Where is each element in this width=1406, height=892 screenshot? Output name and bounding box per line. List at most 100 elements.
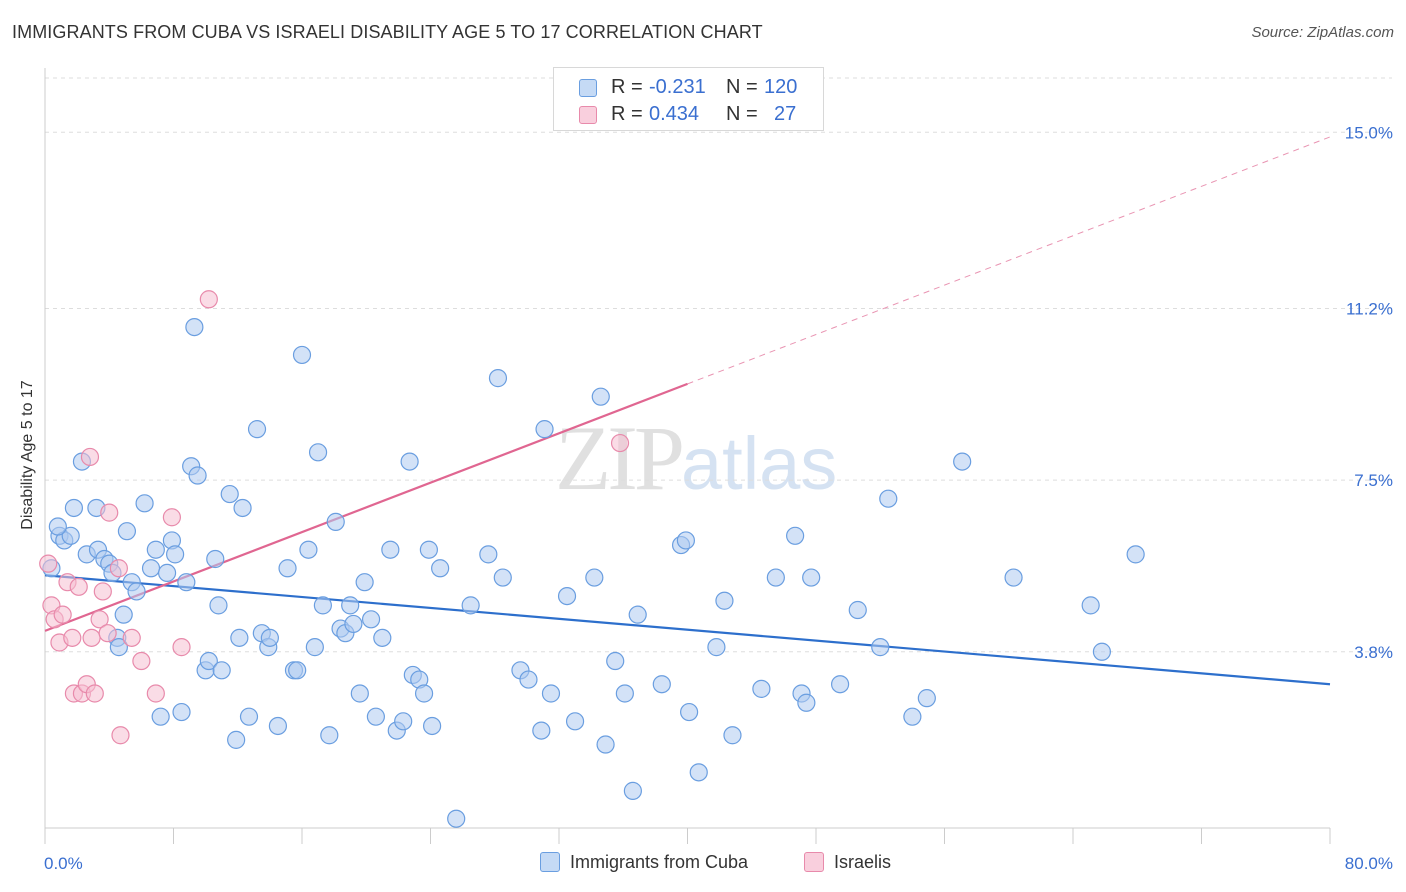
cuba-point	[797, 693, 816, 712]
cuba-point	[117, 522, 137, 541]
legend-row-israelis: R = 0.434 N = 27	[554, 101, 823, 129]
cuba-point	[341, 596, 360, 615]
bottom-legend-israelis: Israelis	[804, 852, 891, 873]
grid-lines	[45, 77, 1392, 653]
israeli-point	[98, 624, 117, 643]
cuba-point	[1126, 545, 1145, 564]
israeli-point	[610, 433, 630, 453]
x-tick-label: 0.0%	[44, 854, 83, 873]
cuba-point	[157, 563, 177, 583]
cuba-point	[557, 586, 577, 606]
cuba-point	[519, 670, 538, 689]
cuba-point	[488, 369, 508, 388]
cuba-point	[141, 559, 161, 578]
cuba-point	[871, 638, 890, 657]
cuba-point	[127, 582, 146, 601]
israeli-point	[82, 628, 101, 647]
axes	[44, 68, 1331, 844]
cuba-point	[146, 540, 165, 559]
correlation-legend: R = -0.231 N = 120 R = 0.434 N = 27	[553, 67, 824, 131]
israeli-point	[109, 559, 128, 578]
legend-r-label: R =	[611, 103, 643, 125]
cuba-point	[917, 689, 936, 708]
cuba-point	[185, 317, 204, 337]
israeli-point	[90, 610, 109, 629]
cuba-point	[373, 628, 392, 647]
israeli-trend-line	[44, 382, 688, 632]
cuba-point	[541, 684, 561, 703]
cuba-point	[151, 707, 170, 726]
israeli-trend-extension	[687, 136, 1331, 385]
cuba-point	[172, 702, 191, 722]
cuba-point	[903, 707, 922, 726]
cuba-point	[752, 679, 771, 698]
cuba-point	[313, 596, 332, 615]
cuba-point	[135, 494, 154, 513]
cuba-point	[493, 568, 512, 587]
cuba-point	[680, 702, 699, 722]
israeli-point	[111, 726, 130, 745]
cuba-point	[61, 526, 80, 545]
x-tick-label: 80.0%	[1345, 854, 1393, 873]
cuba-point	[423, 716, 442, 736]
cuba-point	[535, 420, 554, 439]
cuba-point	[652, 675, 671, 694]
cuba-point	[326, 512, 345, 531]
israeli-point	[199, 290, 218, 309]
y-tick-label: 3.8%	[1354, 643, 1393, 662]
data-points	[39, 290, 1145, 828]
israeli-point	[69, 577, 88, 596]
israeli-point	[172, 638, 191, 657]
bottom-legend-cuba: Immigrants from Cuba	[540, 852, 748, 873]
cuba-point	[623, 781, 642, 800]
israeli-point	[162, 508, 181, 527]
israeli-point	[93, 582, 112, 601]
cuba-point	[414, 684, 434, 703]
cuba-point	[199, 651, 218, 671]
watermark-atlas: atlas	[681, 422, 838, 505]
israeli-point	[53, 605, 72, 624]
cuba-point	[299, 540, 318, 559]
israeli-point	[63, 628, 82, 647]
cuba-point	[308, 443, 328, 462]
watermark-zip: ZIP	[555, 407, 685, 509]
cuba-point	[114, 605, 133, 624]
chart-title: IMMIGRANTS FROM CUBA VS ISRAELI DISABILI…	[12, 22, 763, 42]
cuba-point	[479, 545, 498, 564]
cuba-point	[268, 716, 288, 736]
y-tick-label: 15.0%	[1345, 123, 1393, 142]
cuba-point	[209, 596, 228, 615]
cuba-point	[723, 726, 742, 745]
cuba-point	[585, 568, 604, 587]
cuba-point	[848, 600, 867, 620]
cuba-point	[220, 484, 239, 504]
cuba-point	[64, 498, 84, 518]
cuba-point	[292, 345, 312, 365]
cuba-point	[166, 545, 185, 564]
cuba-legend-label: Immigrants from Cuba	[570, 852, 749, 872]
cuba-point	[606, 651, 625, 671]
cuba-point	[212, 661, 231, 680]
cuba-point	[879, 489, 898, 508]
legend-r-value: 0.434	[649, 103, 700, 125]
legend-n-value: 27	[774, 103, 797, 125]
cuba-point	[109, 638, 128, 657]
y-tick-label: 7.5%	[1354, 471, 1393, 490]
israeli-point	[100, 503, 119, 522]
israeli-point	[146, 684, 165, 703]
cuba-point	[596, 735, 615, 754]
israelis-swatch-icon	[579, 106, 597, 124]
cuba-point	[260, 628, 279, 647]
israelis-legend-icon	[804, 852, 824, 872]
cuba-point	[48, 517, 67, 536]
cuba-point	[707, 638, 726, 657]
cuba-point	[628, 605, 647, 624]
legend-row-cuba: R = -0.231 N = 120	[554, 74, 823, 102]
cuba-point	[230, 628, 249, 647]
cuba-point	[233, 498, 252, 518]
source-label: Source: ZipAtlas.com	[1251, 24, 1394, 41]
cuba-point	[830, 675, 850, 694]
cuba-point	[288, 661, 307, 680]
cuba-point	[953, 452, 972, 471]
